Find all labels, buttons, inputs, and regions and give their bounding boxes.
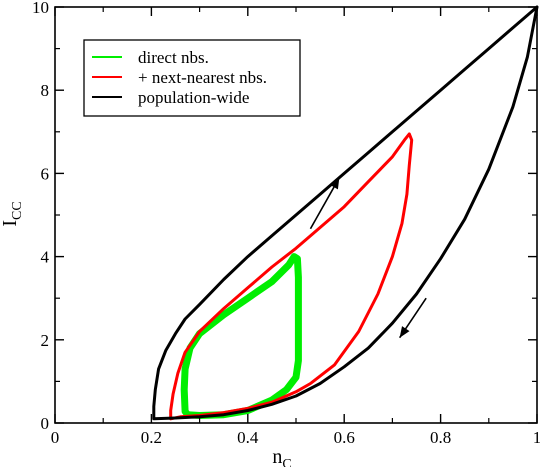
legend-label-population: population-wide <box>138 88 249 107</box>
y-tick-label: 2 <box>41 331 50 350</box>
series-layer <box>152 5 539 421</box>
legend-label-next-nearest: + next-nearest nbs. <box>138 68 267 87</box>
x-tick-label: 0.6 <box>334 428 355 447</box>
y-tick-label: 10 <box>32 0 49 17</box>
x-tick-label: 1 <box>533 428 540 447</box>
annotation-arrow-head-1 <box>399 326 410 338</box>
series-line-0 <box>180 253 302 419</box>
annotation-arrow-head-0 <box>330 177 340 190</box>
x-tick-label: 0.8 <box>430 428 451 447</box>
legend-label-direct: direct nbs. <box>138 48 209 67</box>
series-line-2 <box>152 5 539 421</box>
y-tick-label: 6 <box>41 164 50 183</box>
x-tick-label: 0 <box>51 428 60 447</box>
legend: direct nbs. + next-nearest nbs. populati… <box>83 39 301 117</box>
y-tick-label: 4 <box>41 248 50 267</box>
series-line-1 <box>169 132 414 421</box>
x-tick-label: 0.2 <box>141 428 162 447</box>
y-tick-label: 0 <box>41 414 50 433</box>
y-axis-label: ICC <box>0 201 25 226</box>
y-tick-label: 8 <box>41 81 50 100</box>
x-tick-label: 0.4 <box>237 428 259 447</box>
x-axis-label: nC <box>272 446 291 467</box>
annotation-arrows <box>309 177 427 339</box>
